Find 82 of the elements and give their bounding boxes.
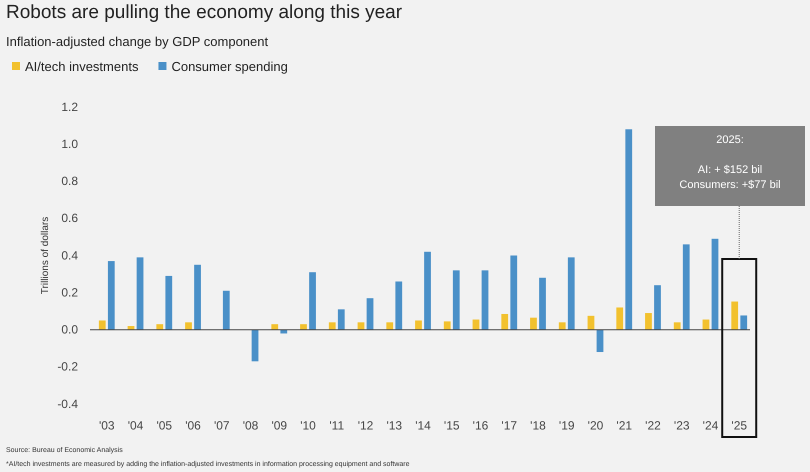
bar [222,290,230,330]
y-tick-label: 0.8 [61,174,78,188]
chart-subtitle: Inflation-adjusted change by GDP component [6,34,268,49]
bar [740,315,748,330]
bar [108,261,115,330]
bar [482,270,488,330]
legend-label: AI/tech investments [25,59,139,74]
bar [616,307,624,330]
bar [472,320,480,330]
x-tick-label: '18 [530,418,546,433]
bar [185,322,192,330]
legend-label: Consumer spending [171,59,288,74]
x-tick-label: '15 [444,418,460,433]
bar [558,322,566,330]
bar [712,238,718,330]
bar [309,272,316,330]
y-tick-label: 1.2 [61,100,78,114]
bar [358,322,364,330]
x-tick-label: '04 [128,418,144,433]
x-tick-label: '13 [386,418,402,433]
bar [98,320,106,330]
bar [530,318,537,330]
bar [596,330,604,352]
x-tick-label: '17 [501,418,518,433]
y-tick-label: 0.6 [61,211,78,226]
bar [136,257,144,330]
x-tick-label: '21 [616,418,632,433]
bar [415,320,422,330]
x-tick-label: '16 [472,418,489,433]
bar [452,270,460,330]
bar [501,314,508,330]
x-tick-label: '14 [415,418,432,433]
bar [645,313,652,330]
annotation: 2025: [716,134,744,146]
chart-title: Robots are pulling the economy along this year [6,2,403,23]
bar [386,322,394,330]
bar [510,256,518,330]
bar [395,281,402,330]
x-tick-label: '12 [358,418,374,433]
x-tick-label: '24 [702,418,719,433]
annotation: Consumers: +$77 bil [679,179,781,191]
bar [625,129,632,330]
x-tick-label: '09 [271,418,288,433]
bar [674,322,681,330]
bar [588,316,594,330]
bar [156,324,164,330]
x-tick-label: '07 [214,418,230,433]
x-tick-label: '10 [300,418,316,433]
bar [539,278,546,330]
bar [424,252,431,330]
y-tick-label: -0.4 [57,396,78,411]
bar [271,324,278,330]
annotation: AI: + $152 bil [698,164,762,176]
y-tick-label: 1.0 [61,136,78,151]
bar [702,320,710,330]
x-tick-label: '03 [98,418,115,433]
bar [300,324,307,330]
bar [654,285,661,330]
y-axis-title: Trillions of dollars [40,216,51,294]
y-tick-label: 0.4 [61,248,78,262]
bar [731,302,738,330]
x-tick-label: '08 [242,418,259,433]
bar [165,276,172,330]
x-tick-label: '19 [558,418,575,433]
x-tick-label: '25 [731,418,748,433]
y-tick-label: -0.2 [57,360,78,374]
x-tick-label: '22 [645,418,662,433]
y-tick-label: 0.2 [61,285,78,300]
x-tick-label: '11 [329,418,344,433]
x-tick-label: '06 [185,418,202,433]
bar [328,322,336,330]
x-tick-label: '05 [156,418,172,433]
bar [568,257,575,330]
y-tick-label: 0.0 [61,322,78,337]
bar [682,244,690,330]
x-tick-label: '20 [588,418,604,433]
x-tick-label: '23 [674,418,690,433]
bar [252,330,258,362]
bar [194,264,201,330]
bar [338,309,345,330]
bar [366,298,374,330]
bar [444,321,451,330]
